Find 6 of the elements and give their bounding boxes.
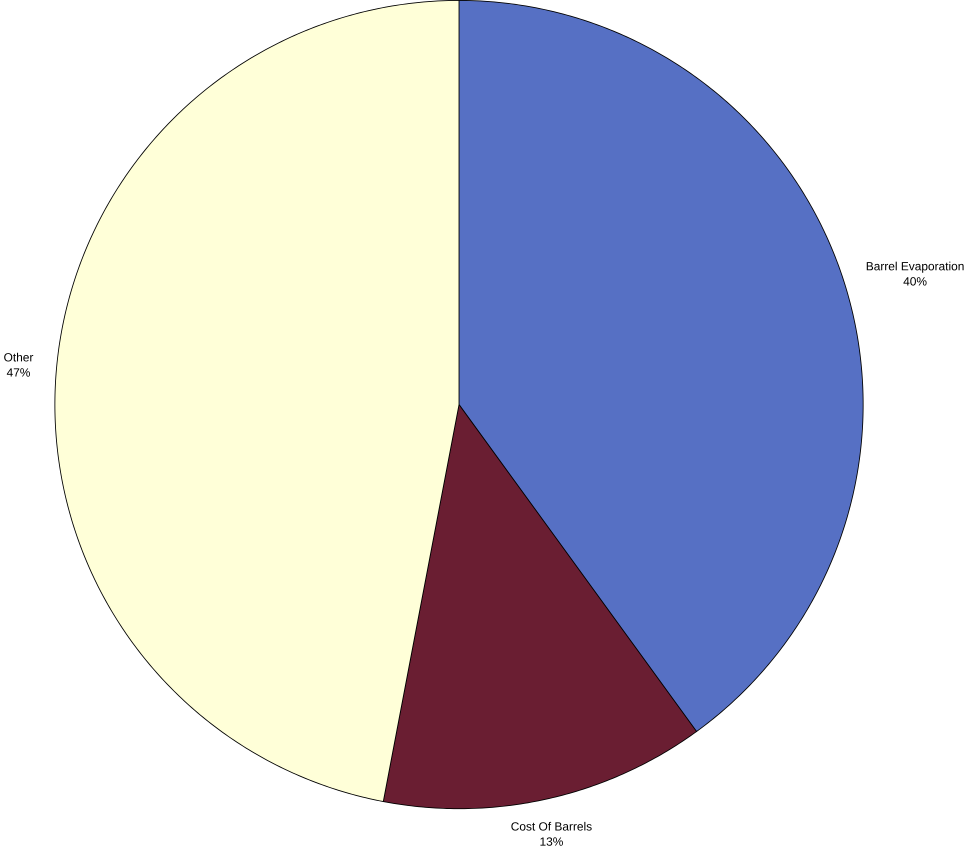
data-label: 47% xyxy=(6,368,30,376)
data-label: 40% xyxy=(903,276,927,286)
data-label: 13% xyxy=(540,837,563,846)
slice-label: Cost Of Barrels xyxy=(511,822,592,830)
slice-label: Other xyxy=(4,352,34,362)
slice-label: Barrel Evaporation xyxy=(866,262,964,273)
